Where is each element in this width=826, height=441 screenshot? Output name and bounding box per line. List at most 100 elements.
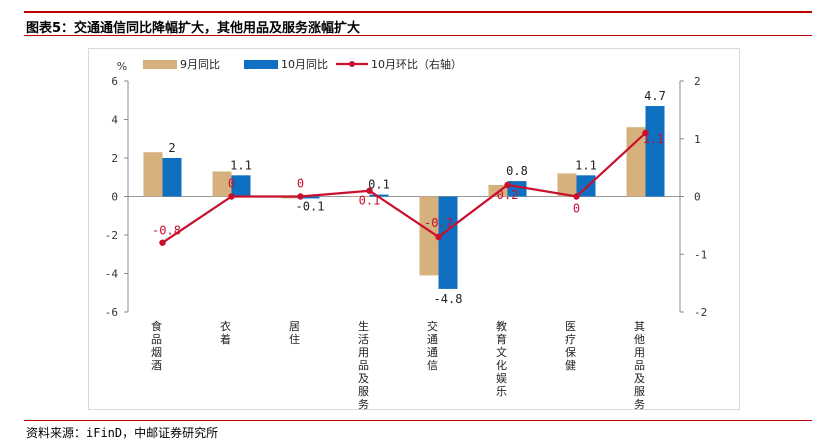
- mom-value-label-7: 1.1: [643, 132, 665, 146]
- right-tick-label: 2: [694, 75, 701, 88]
- legend-label-mom: 10月环比（右轴）: [371, 57, 462, 71]
- oct-value-label-7: 4.7: [644, 89, 666, 103]
- category-char: 用: [634, 346, 645, 359]
- category-char: 务: [634, 398, 645, 411]
- category-char: 酒: [151, 359, 162, 372]
- left-tick-label: 2: [111, 152, 118, 165]
- bar-sep-5: [488, 184, 508, 197]
- left-tick-label: 4: [111, 114, 118, 127]
- category-label-5: 教育文化娱乐: [496, 320, 507, 398]
- category-char: 烟: [151, 345, 162, 359]
- oct-value-label-6: 1.1: [575, 158, 597, 172]
- mom-point-6: [573, 193, 580, 200]
- category-char: 品: [151, 333, 162, 346]
- mom-point-3: [366, 187, 373, 194]
- legend-swatch-sep: [143, 60, 177, 69]
- category-char: 居: [289, 320, 300, 333]
- category-char: 着: [220, 332, 231, 346]
- left-axis-unit: %: [117, 60, 127, 73]
- source-note: 资料来源：iFinD，中邮证券研究所: [26, 426, 219, 440]
- category-char: 品: [358, 359, 369, 372]
- category-char: 娱: [496, 371, 507, 385]
- category-char: 务: [358, 398, 369, 411]
- bar-sep-3: [350, 196, 370, 197]
- oct-value-label-5: 0.8: [506, 164, 528, 178]
- category-char: 用: [358, 346, 369, 359]
- category-char: 及: [634, 372, 645, 385]
- category-char: 住: [289, 332, 300, 346]
- bar-oct-0: [162, 158, 182, 197]
- oct-value-label-3: 0.1: [368, 178, 390, 192]
- right-tick-label: -2: [694, 306, 707, 319]
- category-char: 其: [634, 320, 645, 333]
- right-tick-label: -1: [694, 248, 707, 261]
- category-char: 疗: [565, 332, 576, 346]
- category-char: 保: [565, 345, 576, 359]
- chart-header: 图表5：交通通信同比降幅扩大，其他用品及服务涨幅扩大: [0, 0, 826, 36]
- bar-oct-2: [300, 196, 320, 199]
- category-char: 活: [358, 333, 369, 346]
- category-label-2: 居住: [289, 320, 300, 346]
- bar-sep-0: [143, 152, 163, 197]
- legend: 9月同比 10月同比 10月环比（右轴）: [143, 57, 462, 71]
- oct-value-label-1: 1.1: [230, 158, 252, 172]
- category-label-6: 医疗保健: [565, 320, 576, 372]
- chart-title: 图表5：交通通信同比降幅扩大，其他用品及服务涨幅扩大: [26, 21, 361, 36]
- oct-value-label-0: 2: [168, 141, 175, 155]
- category-char: 及: [358, 372, 369, 385]
- category-label-3: 生活用品及服务: [358, 319, 369, 411]
- left-tick-label: 6: [111, 75, 118, 88]
- category-char: 通: [427, 333, 438, 346]
- bar-oct-1: [231, 175, 251, 197]
- category-char: 信: [427, 359, 438, 372]
- left-tick-label: -6: [105, 306, 118, 319]
- mom-point-2: [297, 193, 304, 200]
- legend-label-sep: 9月同比: [180, 58, 220, 71]
- left-tick-label: -4: [105, 268, 119, 281]
- mom-line-layer: [159, 129, 649, 246]
- mom-value-label-6: 0: [573, 202, 580, 216]
- left-tick-label: 0: [111, 191, 118, 204]
- bar-sep-4: [419, 196, 439, 276]
- mom-point-7: [642, 129, 649, 137]
- right-axis: 2 1 0 -1 -2: [679, 75, 707, 319]
- footer-rule: [24, 420, 812, 421]
- bar-sep-6: [557, 173, 577, 197]
- bar-sep-7: [626, 127, 646, 197]
- category-char: 衣: [220, 319, 231, 333]
- mom-value-label-4: -0.7: [424, 216, 453, 230]
- mom-point-5: [504, 181, 511, 189]
- category-label-1: 衣着: [220, 319, 231, 346]
- oct-value-label-2: -0.1: [296, 200, 325, 214]
- bar-sep-1: [212, 171, 232, 197]
- data-labels-layer: 2 1.1 -0.1 0.1 -4.8 0.8 1.1 4.7 -0.8 0 0 0.1 -0.7 0.2…: [152, 89, 666, 306]
- category-char: 品: [634, 359, 645, 372]
- category-char: 健: [565, 359, 576, 372]
- mom-value-label-2: 0: [297, 177, 304, 191]
- category-label-4: 交通通信: [427, 319, 438, 372]
- category-char: 生: [358, 319, 369, 333]
- header-top-rule: [24, 11, 812, 13]
- category-char: 食: [151, 319, 162, 333]
- category-char: 交: [427, 319, 438, 333]
- category-char: 服: [634, 385, 645, 398]
- category-char: 医: [565, 320, 576, 333]
- category-char: 教: [496, 320, 507, 333]
- category-char: 乐: [496, 385, 507, 398]
- left-tick-label: -2: [105, 229, 118, 242]
- category-char: 服: [358, 385, 369, 398]
- right-tick-label: 1: [694, 133, 701, 146]
- bars-layer: [143, 106, 665, 289]
- category-char: 他: [634, 333, 645, 346]
- bar-oct-3: [369, 194, 389, 197]
- mom-point-4: [435, 233, 442, 241]
- mom-line-path: [161, 132, 647, 244]
- mom-value-label-1: 0: [228, 177, 235, 191]
- category-char: 通: [427, 346, 438, 359]
- category-label-0: 食品烟酒: [151, 319, 162, 372]
- category-char: 化: [496, 358, 507, 372]
- category-char: 文: [496, 345, 507, 359]
- bar-oct-4: [438, 196, 458, 289]
